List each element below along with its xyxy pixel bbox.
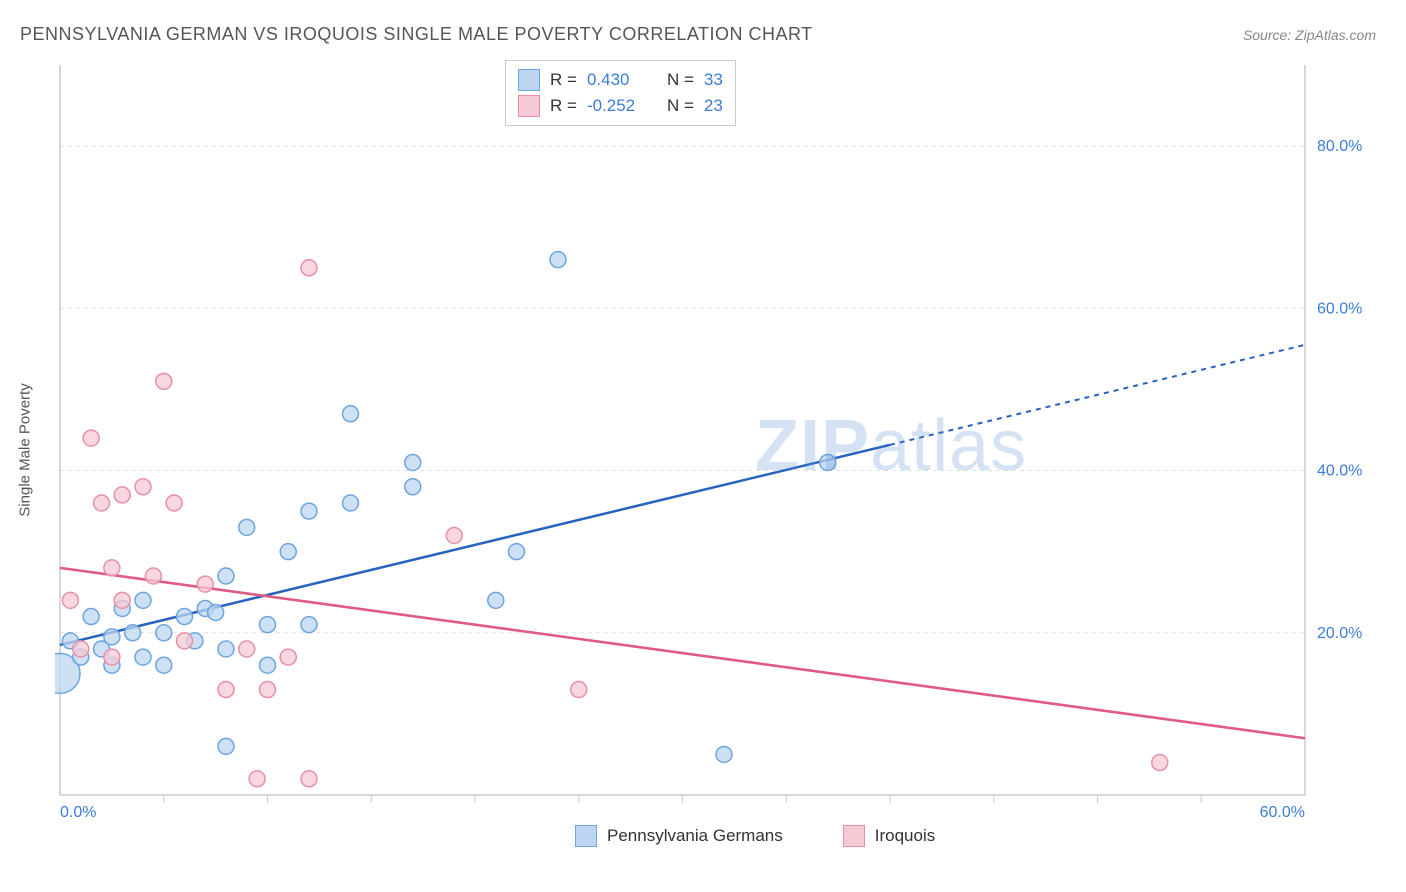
svg-text:60.0%: 60.0% (1317, 300, 1362, 317)
y-axis-label: Single Male Poverty (17, 383, 34, 516)
svg-text:20.0%: 20.0% (1317, 625, 1362, 642)
r-value: 0.430 (587, 70, 657, 90)
n-label: N = (667, 96, 694, 116)
n-label: N = (667, 70, 694, 90)
r-value: -0.252 (587, 96, 657, 116)
svg-text:40.0%: 40.0% (1317, 463, 1362, 480)
r-label: R = (550, 70, 577, 90)
n-value: 33 (704, 70, 723, 90)
legend-swatch (843, 825, 865, 847)
svg-text:0.0%: 0.0% (60, 804, 96, 821)
legend-item: Pennsylvania Germans (575, 825, 783, 847)
svg-text:60.0%: 60.0% (1260, 804, 1305, 821)
correlation-legend: R = 0.430 N = 33 R = -0.252 N = 23 (505, 60, 736, 126)
svg-text:80.0%: 80.0% (1317, 138, 1362, 155)
series-legend: Pennsylvania Germans Iroquois (575, 825, 935, 847)
legend-swatch (575, 825, 597, 847)
legend-label: Pennsylvania Germans (607, 826, 783, 846)
source-attribution: Source: ZipAtlas.com (1243, 27, 1376, 43)
legend-item: Iroquois (843, 825, 935, 847)
scatter-plot: 20.0% 40.0% 60.0% 80.0% 0.0% 60.0% (55, 55, 1375, 825)
correlation-row: R = 0.430 N = 33 (518, 67, 723, 93)
legend-swatch (518, 69, 540, 91)
correlation-row: R = -0.252 N = 23 (518, 93, 723, 119)
legend-swatch (518, 95, 540, 117)
legend-label: Iroquois (875, 826, 935, 846)
chart-area: Single Male Poverty 20.0%40.0%60.0%80.0%… (55, 55, 1376, 845)
chart-title: PENNSYLVANIA GERMAN VS IROQUOIS SINGLE M… (20, 24, 813, 45)
r-label: R = (550, 96, 577, 116)
n-value: 23 (704, 96, 723, 116)
